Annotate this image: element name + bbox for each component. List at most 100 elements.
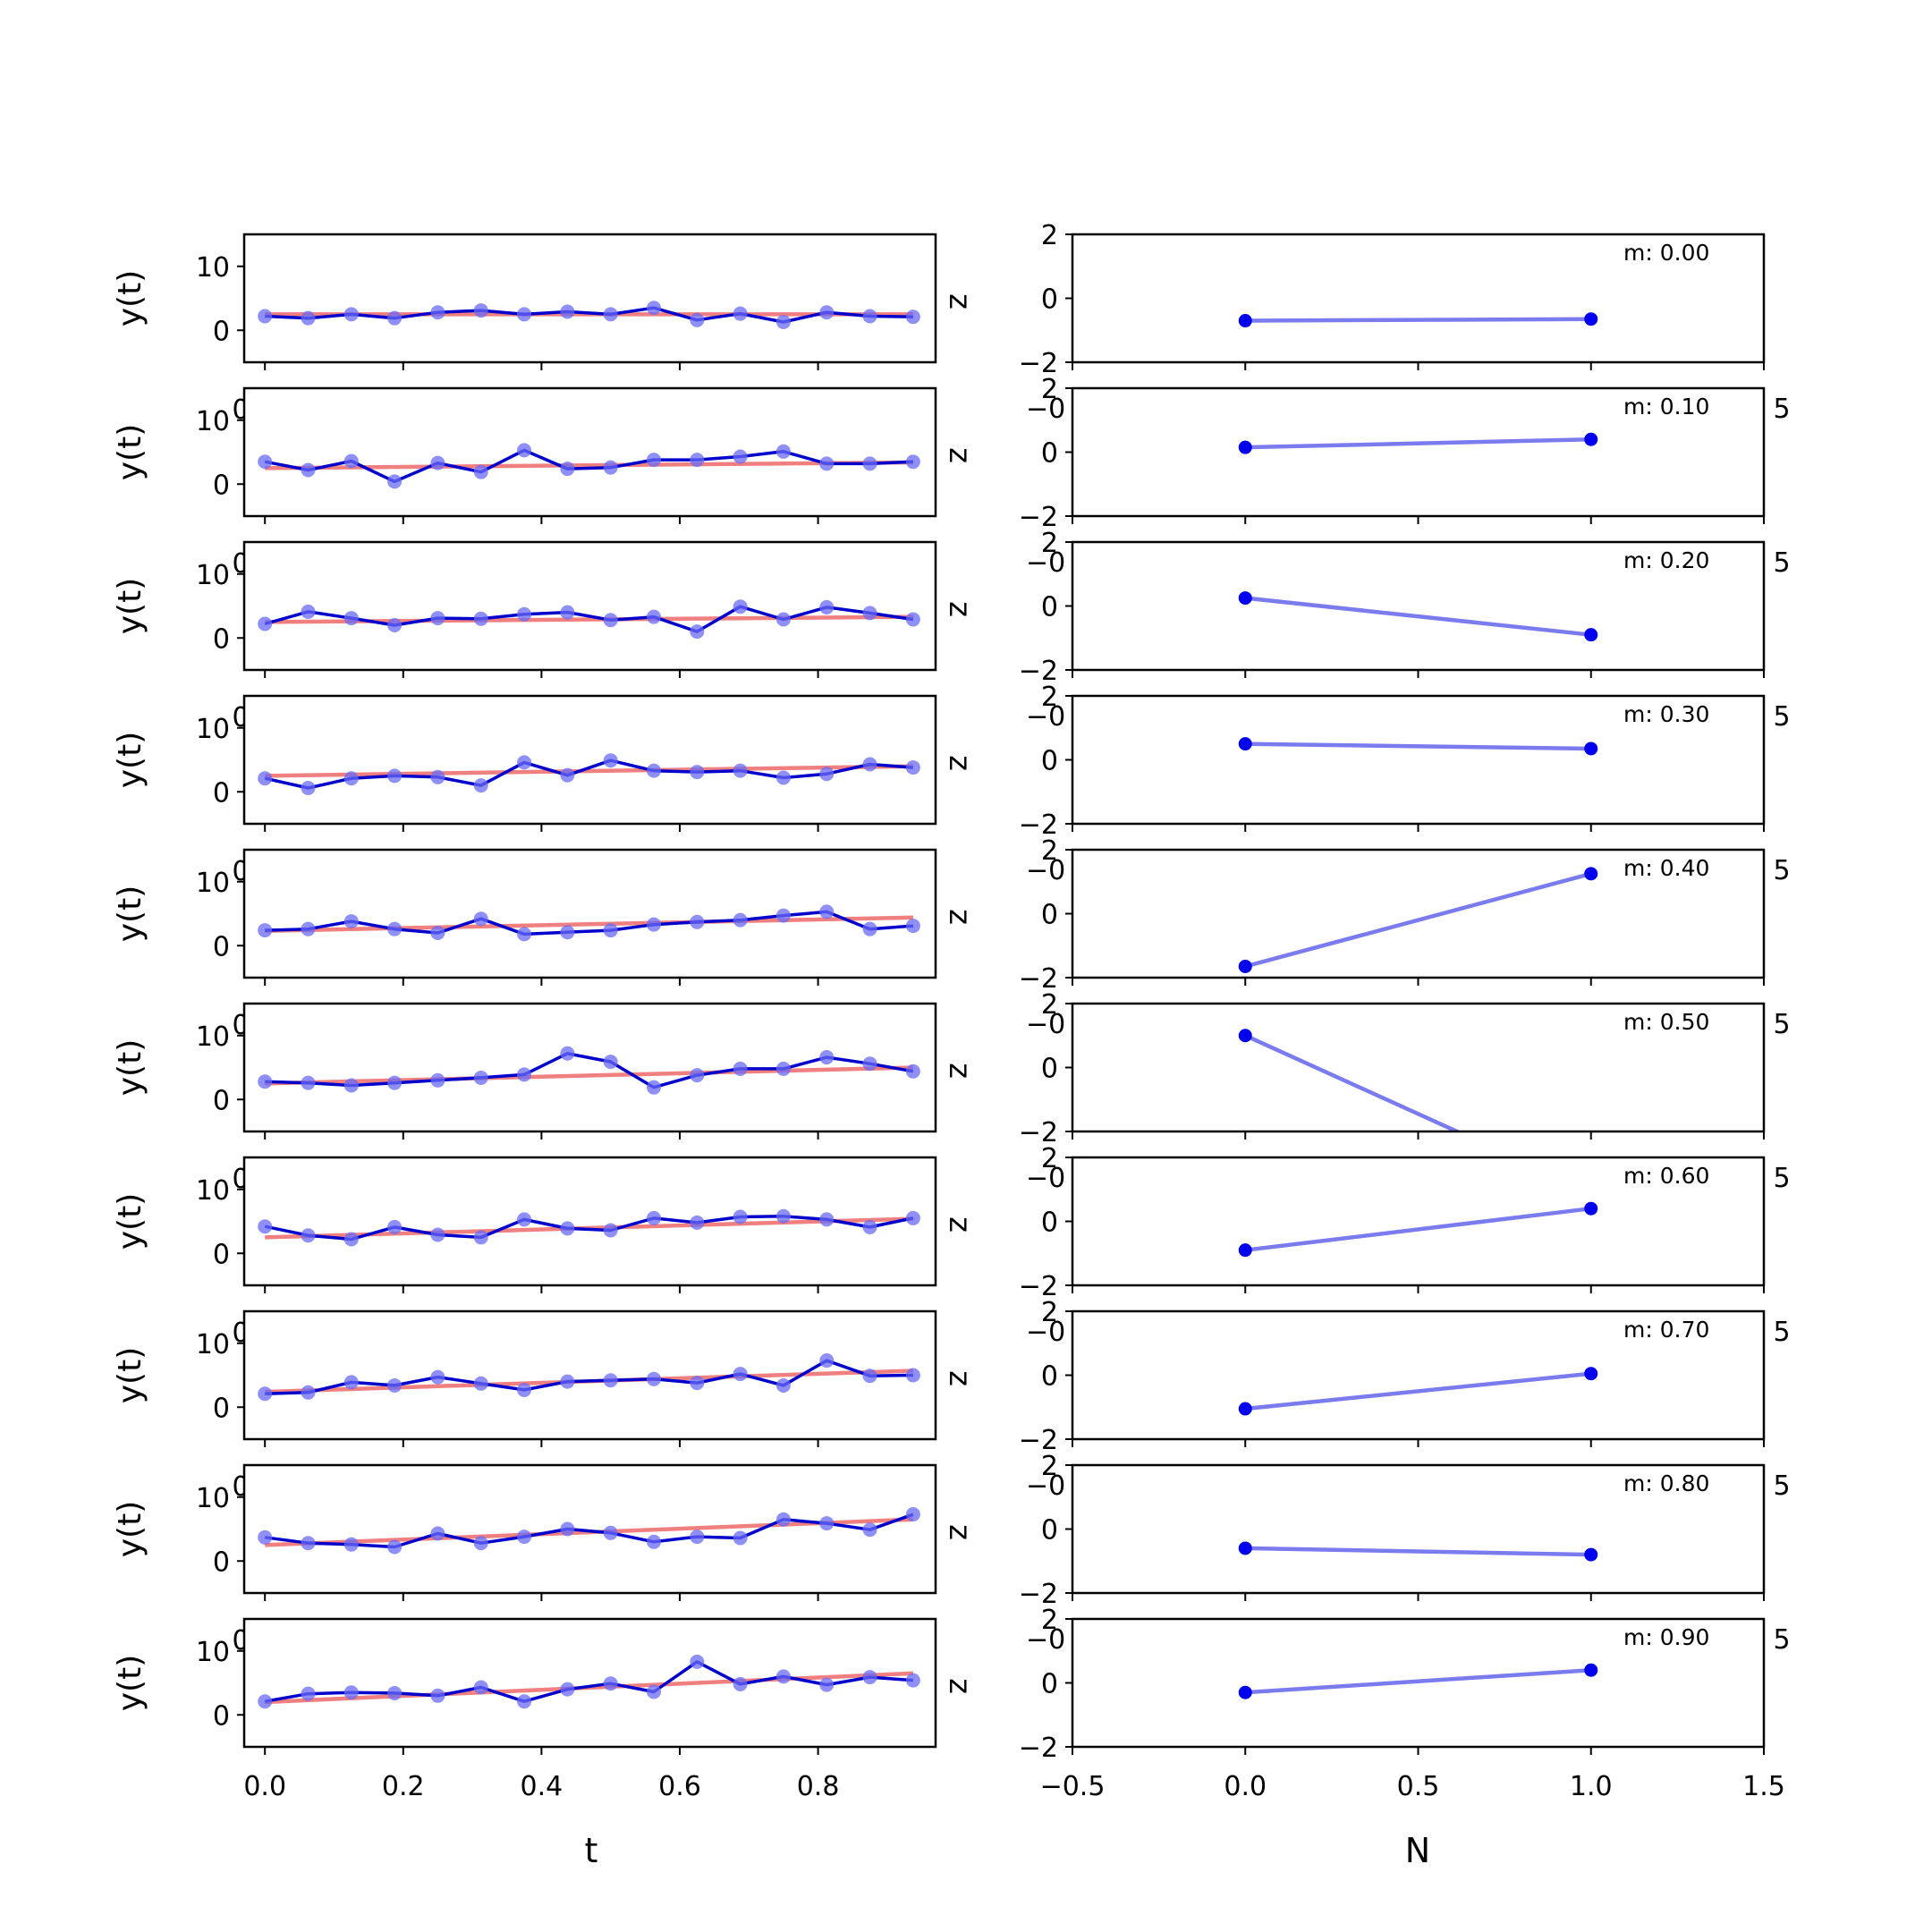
left-axes-frame-7 (242, 1309, 937, 1441)
n-point-8-0 (1238, 1541, 1252, 1555)
right-panel-6: −0 5 m: 0.60 −2 0 2 (1019, 1143, 1791, 1302)
n-point-5-0 (1238, 1029, 1252, 1043)
data-point-0-13 (819, 305, 835, 320)
left-xtick-label-4: 0.8 (797, 1771, 840, 1802)
right-axes-bg-4 (1072, 850, 1764, 978)
m-annotation-2: m: 0.20 (1623, 547, 1709, 573)
m-annotation-8: m: 0.80 (1623, 1470, 1709, 1496)
left-plot-area-0 (258, 301, 920, 329)
data-point-3-15 (905, 760, 920, 775)
n-point-0-1 (1584, 312, 1598, 326)
n-point-0-0 (1238, 314, 1252, 328)
data-point-7-4 (430, 1369, 445, 1385)
data-point-1-3 (387, 474, 402, 489)
right-ytick-label-3-2: 2 (1041, 682, 1058, 713)
data-point-7-11 (733, 1367, 748, 1382)
left-ytick-label-3-0: 0 (213, 777, 230, 809)
data-point-7-1 (301, 1385, 316, 1400)
data-point-5-3 (387, 1075, 402, 1090)
right-axes-bg-7 (1072, 1311, 1764, 1439)
data-point-7-0 (258, 1386, 273, 1402)
data-point-8-3 (387, 1539, 402, 1555)
data-point-1-5 (473, 464, 488, 479)
right-ytick-label-2-2: 2 (1041, 528, 1058, 559)
left-overlap-z-6: z (942, 1216, 978, 1233)
data-point-7-10 (690, 1376, 705, 1391)
data-point-2-13 (819, 599, 835, 614)
left-axes-frame-3 (242, 694, 937, 826)
data-point-4-0 (258, 923, 273, 938)
right-plot-area-2 (1238, 591, 1598, 642)
data-point-6-14 (862, 1219, 877, 1234)
data-point-2-11 (733, 599, 748, 614)
data-point-1-11 (733, 449, 748, 464)
data-point-0-11 (733, 306, 748, 321)
data-point-6-7 (560, 1221, 575, 1236)
n-point-9-0 (1238, 1685, 1252, 1699)
left-overlap-z-7: z (942, 1370, 978, 1386)
right-ytick-label-6-2: 2 (1041, 1143, 1058, 1174)
left-plot-area-6 (258, 1208, 920, 1247)
series-line-0 (265, 306, 913, 324)
data-point-8-2 (343, 1537, 359, 1552)
n-point-2-1 (1584, 628, 1598, 642)
left-ytick-label-3-10: 10 (196, 714, 230, 745)
right-overlap-neg0-5: −0 (1026, 1009, 1065, 1040)
series-line-6 (264, 1215, 914, 1241)
right-ytick-label-9-1: 0 (1041, 1669, 1058, 1700)
data-point-7-13 (819, 1353, 835, 1368)
data-point-5-14 (862, 1056, 877, 1072)
right-xtick-label-0: −0.5 (1040, 1771, 1106, 1802)
data-point-0-7 (560, 304, 575, 319)
right-panel-2: −0 5 m: 0.20 −2 0 2 (1019, 528, 1791, 687)
right-overlap-five-7: 5 (1773, 1317, 1790, 1348)
left-overlap-z-9: z (942, 1678, 978, 1694)
right-panel-8: −0 5 m: 0.80 −2 0 2 (1019, 1451, 1791, 1610)
trend-line-1 (265, 460, 913, 470)
right-ytick-label-7-2: 2 (1041, 1297, 1058, 1328)
right-overlap-neg0-4: −0 (1026, 855, 1065, 886)
right-overlap-neg0-8: −0 (1026, 1470, 1065, 1502)
data-point-9-7 (560, 1682, 575, 1697)
right-axes-bg-8 (1072, 1465, 1764, 1593)
data-point-0-4 (430, 305, 445, 320)
left-axes-frame-6 (242, 1156, 937, 1287)
data-point-5-6 (517, 1067, 532, 1082)
data-point-5-13 (819, 1050, 835, 1065)
series-line-3 (264, 758, 914, 790)
right-overlap-five-9: 5 (1773, 1624, 1790, 1656)
right-ytick-label-3-1: 0 (1041, 746, 1058, 777)
trend-line-5 (265, 1065, 913, 1086)
right-ytick-label-8-2: 2 (1041, 1451, 1058, 1482)
data-point-1-6 (517, 443, 532, 458)
data-point-9-4 (430, 1688, 445, 1703)
data-point-7-9 (647, 1371, 662, 1386)
m-annotation-0: m: 0.00 (1623, 240, 1709, 266)
data-point-2-8 (603, 613, 618, 628)
right-ytick-label-2-1: 0 (1041, 592, 1058, 623)
data-point-1-14 (862, 456, 877, 471)
data-point-9-3 (387, 1685, 402, 1700)
left-panel-0: 0 10 y(t) z (112, 233, 978, 370)
left-ytick-label-6-0: 0 (213, 1239, 230, 1270)
left-ytick-label-4-10: 10 (196, 868, 230, 899)
data-point-1-2 (343, 453, 359, 469)
n-line-6 (1244, 1206, 1592, 1252)
data-point-4-6 (517, 927, 532, 942)
data-point-2-0 (258, 616, 273, 631)
data-point-3-7 (560, 767, 575, 783)
left-overlap-z-4: z (942, 909, 978, 925)
data-point-1-13 (819, 456, 835, 471)
data-point-9-2 (343, 1685, 359, 1700)
data-point-7-8 (603, 1373, 618, 1388)
data-point-4-1 (301, 921, 316, 936)
m-annotation-3: m: 0.30 (1623, 701, 1709, 727)
data-point-1-12 (775, 444, 791, 459)
data-point-2-15 (905, 612, 920, 627)
right-ytick-label-1-0: −2 (1019, 502, 1058, 533)
data-point-4-12 (775, 908, 791, 923)
data-point-1-15 (905, 454, 920, 470)
